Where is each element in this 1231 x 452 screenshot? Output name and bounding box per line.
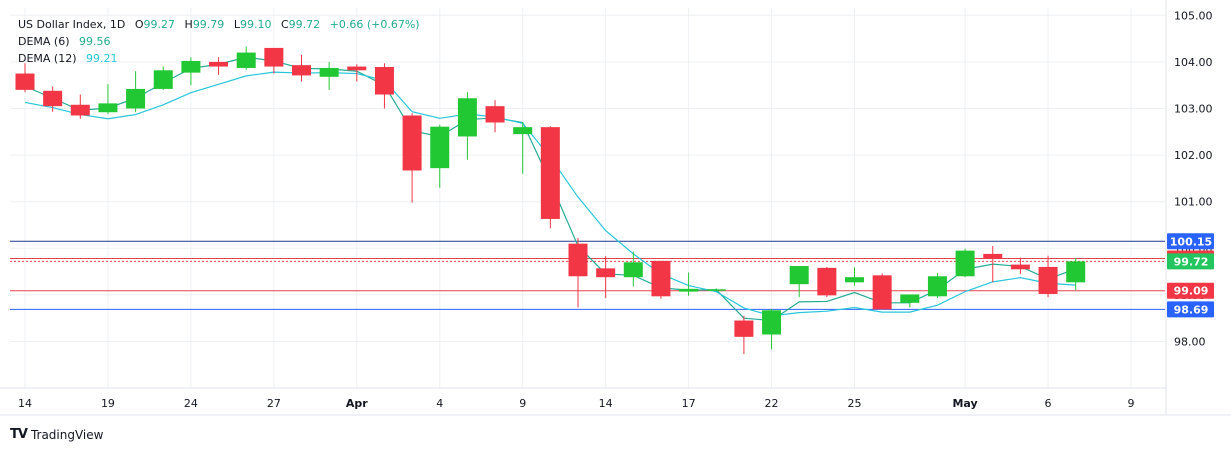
- price-badge[interactable]: [1167, 233, 1214, 250]
- candle-body[interactable]: [513, 127, 533, 135]
- dema6-label: DEMA (6): [18, 35, 70, 48]
- tradingview-logo-icon: TV: [10, 427, 28, 442]
- candle-body[interactable]: [43, 90, 63, 107]
- candle-body[interactable]: [706, 289, 726, 291]
- close-label: C: [280, 18, 289, 31]
- chart-axes: 98.0099.00100.00101.00102.00103.00104.00…: [0, 0, 1231, 416]
- candle-body[interactable]: [872, 275, 892, 310]
- price-badge[interactable]: [1167, 253, 1214, 270]
- change-value: +0.66 (+0.67%): [329, 18, 420, 31]
- candle-body[interactable]: [98, 103, 118, 113]
- legend-dema6-row[interactable]: DEMA (6) 99.56: [18, 33, 420, 50]
- candle-body[interactable]: [762, 310, 782, 335]
- dema6-value: 99.56: [79, 35, 111, 48]
- candle-body[interactable]: [734, 320, 754, 337]
- candle-body[interactable]: [319, 67, 339, 77]
- candle-body[interactable]: [845, 277, 864, 283]
- x-tick-label: Apr: [346, 397, 368, 410]
- x-tick-label: 9: [519, 397, 526, 410]
- tradingview-footer[interactable]: TV TradingView: [10, 427, 103, 442]
- high-value: 99.79: [192, 18, 225, 31]
- low-value: 99.10: [239, 18, 272, 31]
- x-tick-label: 27: [267, 397, 281, 410]
- y-tick-label: 98.00: [1174, 336, 1206, 349]
- candle-body[interactable]: [430, 126, 450, 169]
- x-tick-label: 19: [101, 397, 115, 410]
- legend-ohlc-row: US Dollar Index, 1D O99.27 H99.79 L99.10…: [18, 16, 420, 33]
- candle-body[interactable]: [347, 66, 367, 71]
- candle-body[interactable]: [70, 104, 90, 116]
- candle-body[interactable]: [126, 88, 146, 109]
- x-tick-label: 6: [1045, 397, 1052, 410]
- y-tick-label: 102.00: [1174, 149, 1213, 162]
- price-badge-label: 100.15: [1170, 235, 1212, 248]
- candle-body[interactable]: [236, 52, 256, 68]
- x-tick-label: 14: [18, 397, 32, 410]
- price-badge-label: 98.69: [1174, 303, 1209, 316]
- candle-body[interactable]: [596, 268, 616, 278]
- candle-body[interactable]: [485, 106, 505, 123]
- open-value: 99.27: [143, 18, 176, 31]
- y-tick-label: 103.00: [1174, 103, 1213, 116]
- candle-body[interactable]: [568, 243, 588, 277]
- candle-body[interactable]: [264, 47, 284, 67]
- tradingview-brand: TradingView: [30, 427, 104, 442]
- candle-body[interactable]: [1010, 264, 1030, 270]
- y-tick-label: 105.00: [1174, 9, 1213, 22]
- price-badge-label: 99.72: [1174, 255, 1209, 268]
- dema12-label: DEMA (12): [18, 52, 77, 65]
- candle-body[interactable]: [900, 294, 920, 303]
- x-tick-label: 22: [765, 397, 779, 410]
- candle-body[interactable]: [955, 250, 975, 277]
- symbol-title[interactable]: US Dollar Index, 1D: [18, 18, 126, 31]
- candle-body[interactable]: [540, 127, 560, 219]
- price-badge[interactable]: [1167, 301, 1214, 318]
- low-label: L: [233, 18, 240, 31]
- candle-body[interactable]: [679, 288, 699, 292]
- candle-body[interactable]: [374, 67, 394, 95]
- candle-body[interactable]: [651, 260, 671, 297]
- x-tick-label: 14: [599, 397, 613, 410]
- candle-body[interactable]: [457, 98, 477, 137]
- candle-body[interactable]: [15, 73, 35, 90]
- candle-body[interactable]: [209, 61, 229, 67]
- x-tick-label: 24: [184, 397, 198, 410]
- x-tick-label: 9: [1128, 397, 1135, 410]
- chart-legend: US Dollar Index, 1D O99.27 H99.79 L99.10…: [18, 16, 420, 67]
- high-label: H: [184, 18, 193, 31]
- legend-dema12-row[interactable]: DEMA (12) 99.21: [18, 50, 420, 67]
- candle-body[interactable]: [181, 60, 201, 73]
- x-tick-label: 17: [682, 397, 696, 410]
- x-tick-label: 25: [848, 397, 862, 410]
- candle-body[interactable]: [1038, 266, 1058, 294]
- candle-body[interactable]: [292, 65, 311, 76]
- candle-body[interactable]: [983, 253, 1003, 259]
- x-tick-label: May: [952, 397, 977, 410]
- open-label: O: [134, 18, 144, 31]
- close-value: 99.72: [288, 18, 321, 31]
- candle-body[interactable]: [789, 266, 809, 285]
- y-tick-label: 101.00: [1174, 196, 1213, 209]
- candle-body[interactable]: [927, 276, 947, 297]
- candles[interactable]: [15, 46, 1086, 355]
- y-tick-label: 104.00: [1174, 56, 1213, 69]
- x-tick-label: 4: [436, 397, 443, 410]
- candle-body[interactable]: [623, 262, 643, 278]
- price-badge-label: 99.09: [1174, 285, 1209, 298]
- dema12-value: 99.21: [86, 52, 118, 65]
- candle-body[interactable]: [153, 70, 173, 89]
- candle-body[interactable]: [1066, 261, 1086, 283]
- candle-body[interactable]: [402, 115, 422, 171]
- price-badge[interactable]: [1167, 282, 1214, 299]
- candle-body[interactable]: [817, 267, 837, 296]
